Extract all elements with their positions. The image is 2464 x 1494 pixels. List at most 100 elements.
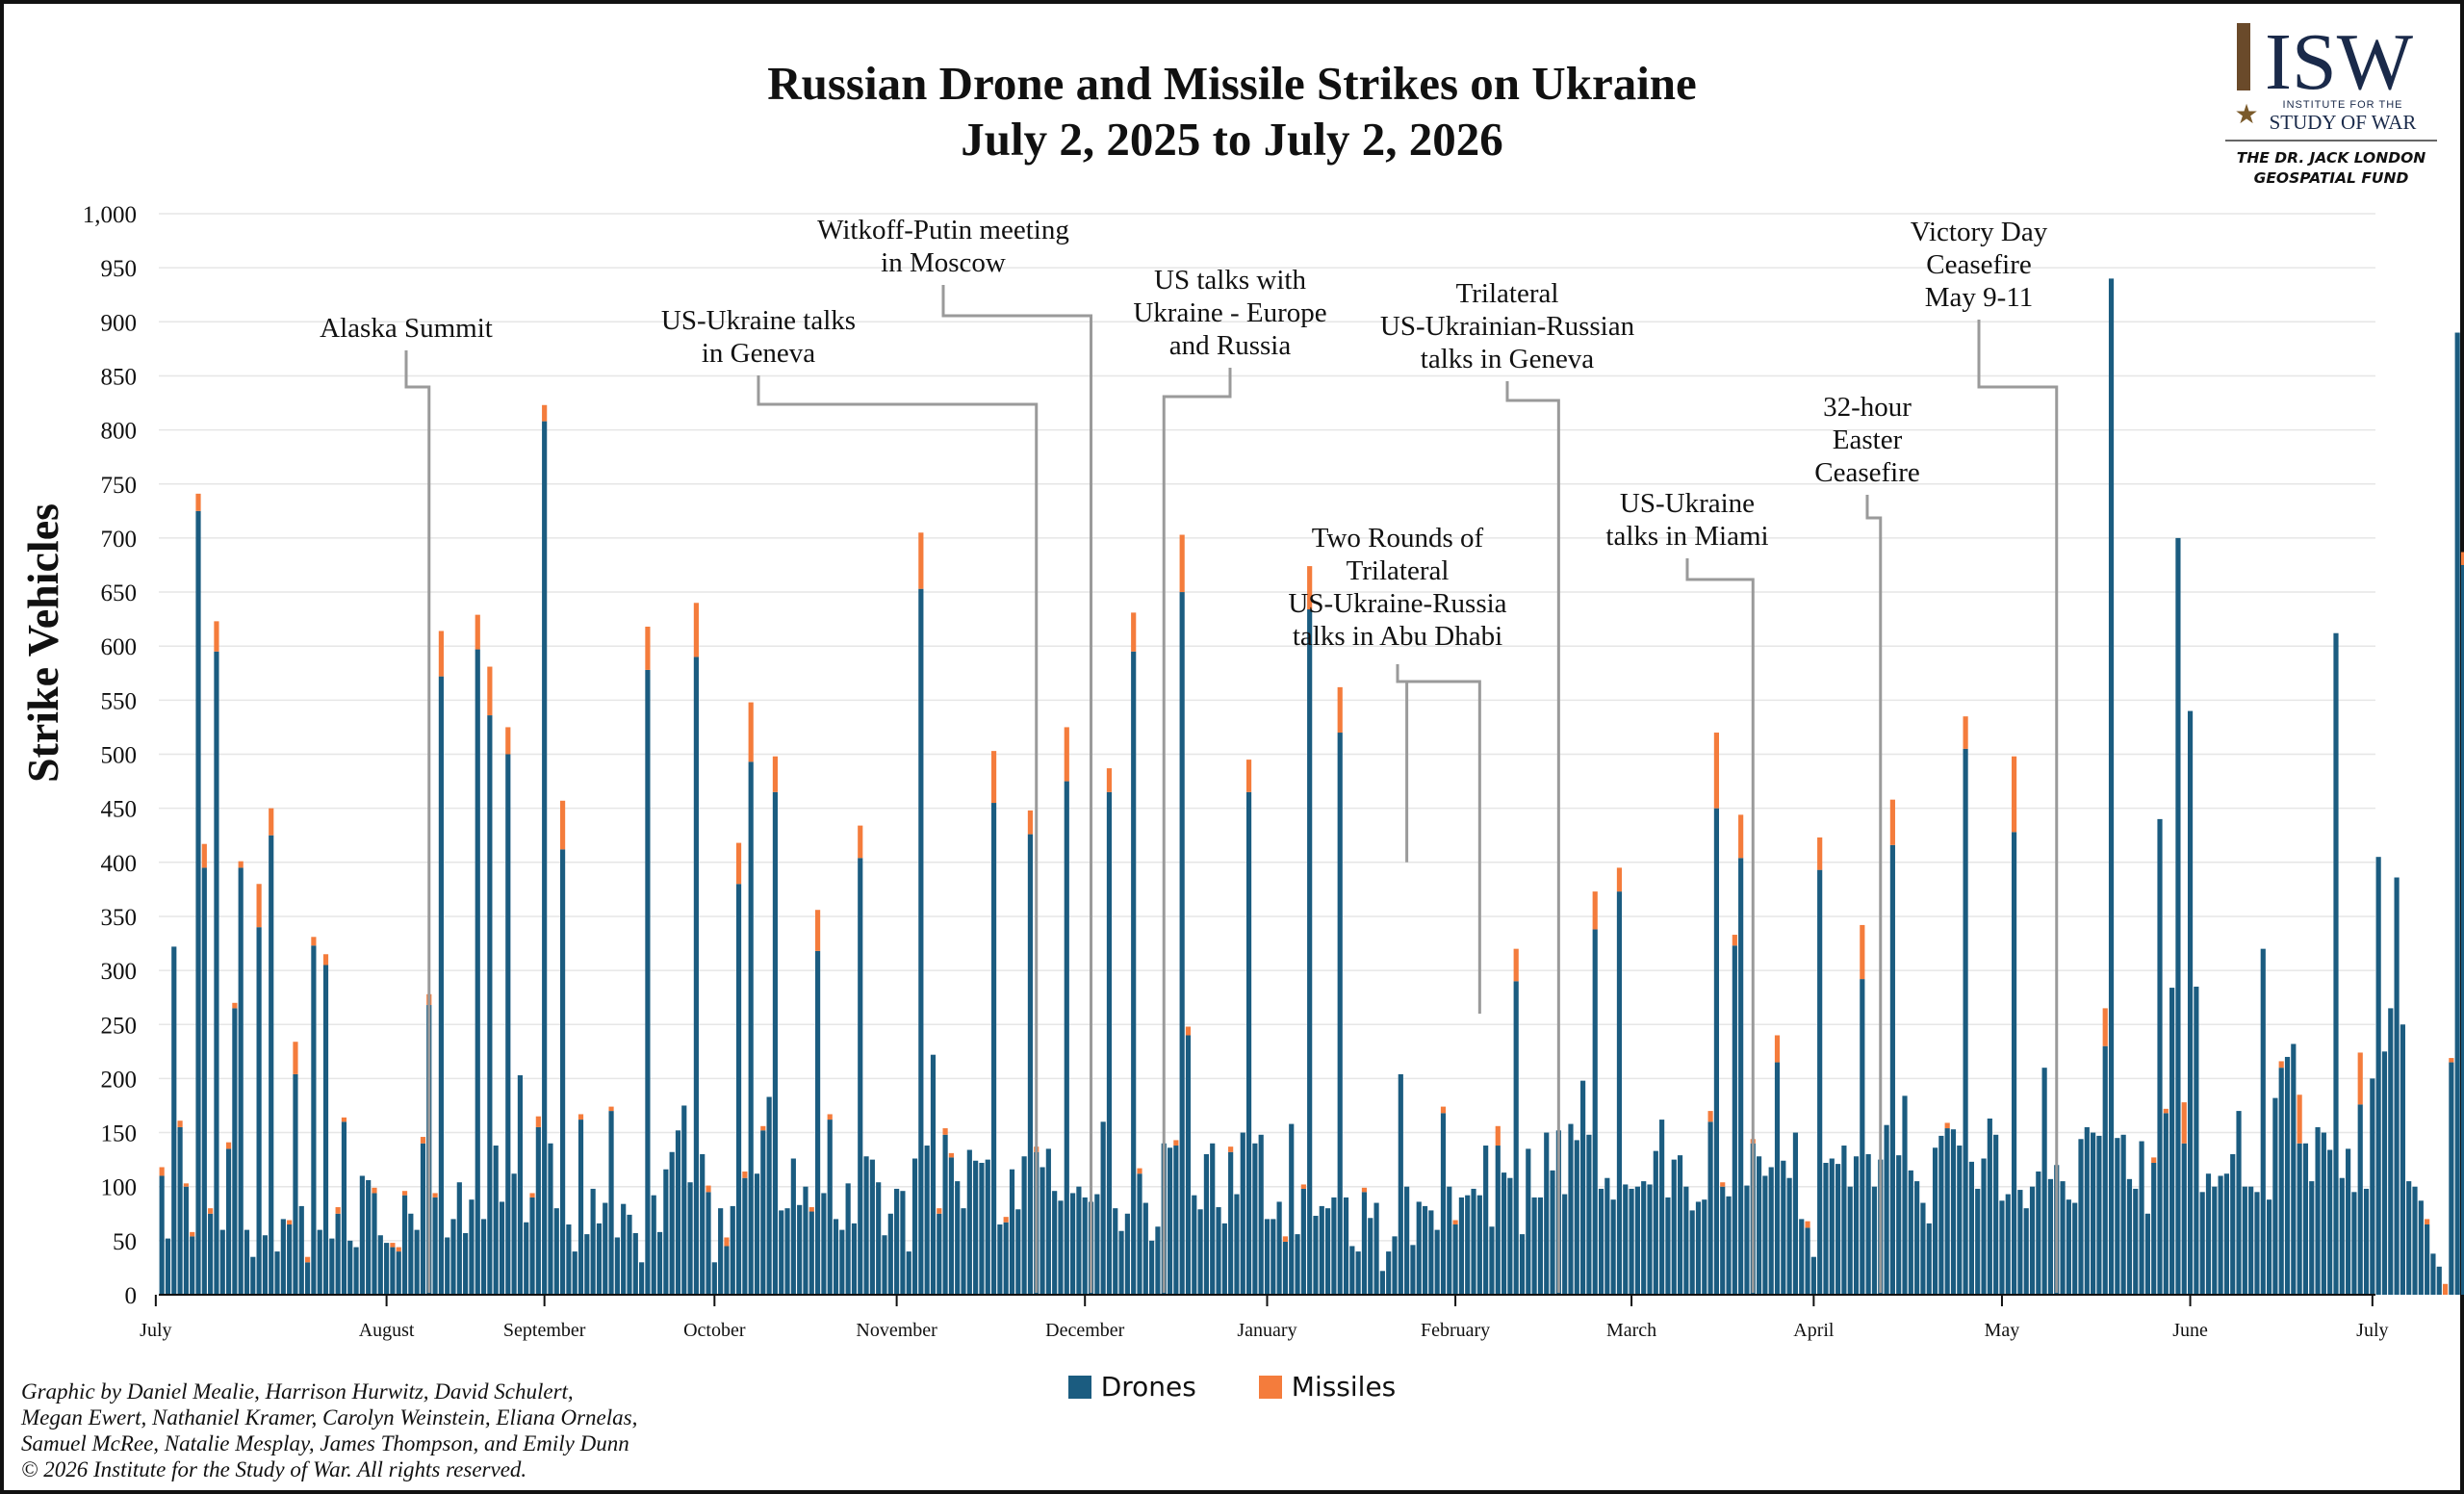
bar-drones — [542, 421, 548, 1296]
bar-drones — [900, 1191, 906, 1295]
bar-drones — [1847, 1186, 1853, 1295]
bar-drones — [1598, 1188, 1604, 1295]
bar-missiles — [1944, 1122, 1950, 1129]
bar-drones — [2254, 1192, 2260, 1295]
bar-drones — [269, 835, 274, 1295]
y-tick-label: 450 — [101, 797, 138, 823]
annotation-leader — [941, 285, 1093, 1293]
bar-drones — [1871, 1186, 1878, 1295]
bar-drones — [1805, 1227, 1810, 1295]
bar-drones — [1386, 1251, 1392, 1295]
bar-drones — [1823, 1162, 1829, 1295]
bar-drones — [760, 1130, 766, 1295]
title-line-1: Russian Drone and Missile Strikes on Ukr… — [767, 57, 1697, 110]
bar-drones — [390, 1247, 396, 1295]
logo-mark: ISW — [2265, 17, 2414, 107]
bar-drones — [1707, 1121, 1713, 1295]
x-tick-label: April — [1793, 1320, 1835, 1341]
bar-drones — [493, 1146, 499, 1295]
bar-drones — [1142, 1202, 1148, 1295]
bar-drones — [2230, 1154, 2236, 1295]
bar-drones — [432, 1197, 438, 1295]
bar-missiles — [322, 954, 329, 966]
x-tick-label: July — [2356, 1320, 2388, 1341]
bar-drones — [1562, 1194, 1568, 1295]
bar-drones — [1392, 1236, 1398, 1295]
bar-drones — [1762, 1175, 1768, 1295]
bar-drones — [244, 1229, 250, 1295]
bar-missiles — [1185, 1026, 1192, 1036]
bar-drones — [2375, 857, 2381, 1295]
bar-drones — [572, 1251, 578, 1295]
bar-drones — [1337, 733, 1343, 1295]
bar-drones — [1252, 1143, 1258, 1295]
bar-missiles — [1732, 935, 1737, 946]
bar-drones — [1781, 1160, 1786, 1295]
bar-drones — [341, 1121, 347, 1295]
x-tick-label: January — [1237, 1320, 1296, 1341]
bar-drones — [2199, 1192, 2205, 1295]
bar-drones — [990, 803, 997, 1295]
bar-drones — [171, 946, 177, 1295]
bar-drones — [1295, 1234, 1300, 1295]
bar-drones — [797, 1204, 803, 1295]
bar-drones — [675, 1130, 681, 1295]
bar-drones — [1683, 1186, 1689, 1295]
bar-drones — [401, 1195, 408, 1295]
bar-drones — [475, 649, 480, 1295]
bar-drones — [322, 965, 329, 1295]
bar-missiles — [2102, 1008, 2108, 1046]
bar-drones — [1185, 1035, 1192, 1295]
bar-drones — [456, 1182, 462, 1295]
bar-drones — [961, 1208, 966, 1295]
bar-drones — [2291, 1043, 2297, 1295]
bar-drones — [517, 1075, 524, 1295]
bar-missiles — [1860, 924, 1865, 980]
bar-missiles — [772, 756, 779, 792]
bar-drones — [287, 1224, 293, 1295]
annotation-text: Alaska Summit — [320, 313, 493, 344]
bar-missiles — [645, 626, 651, 670]
bar-missiles — [372, 1187, 377, 1194]
annotation-leader — [1505, 381, 1560, 1293]
bar-drones — [2072, 1202, 2078, 1295]
bar-drones — [463, 1232, 469, 1295]
bar-drones — [1713, 808, 1719, 1295]
bar-drones — [1027, 834, 1034, 1295]
bar-drones — [1270, 1219, 1276, 1295]
x-tick-label: November — [856, 1320, 937, 1341]
bar-drones — [1999, 1200, 2005, 1295]
bar-drones — [1841, 1146, 1847, 1295]
bar-drones — [1300, 1188, 1306, 1295]
bar-drones — [372, 1193, 377, 1295]
y-axis-ticks: 0 50 100 150 200 250 300 350 400 450 500 550 600 650 7… — [83, 202, 137, 1309]
bar-missiles — [535, 1116, 541, 1127]
bar-drones — [2115, 1138, 2120, 1295]
bar-missiles — [742, 1171, 748, 1178]
bar-drones — [1981, 1158, 1987, 1295]
bar-drones — [1623, 1184, 1629, 1295]
bar-drones — [2260, 948, 2266, 1295]
bar-drones — [359, 1175, 365, 1295]
bar-drones — [1568, 1123, 1574, 1295]
bar-drones — [2333, 632, 2339, 1295]
bar-missiles — [238, 861, 244, 868]
bar-drones — [2102, 1045, 2108, 1295]
bar-drones — [1398, 1073, 1403, 1295]
y-tick-label: 150 — [101, 1121, 138, 1147]
bar-drones — [2236, 1111, 2242, 1295]
bar-drones — [384, 1243, 390, 1295]
bar-drones — [1447, 1186, 1452, 1295]
y-tick-label: 250 — [101, 1013, 138, 1039]
bar-drones — [329, 1238, 335, 1295]
x-tick-label: May — [1985, 1320, 2020, 1341]
bar-drones — [1695, 1201, 1702, 1295]
bar-drones — [1434, 1229, 1440, 1295]
y-tick-label: 200 — [101, 1067, 138, 1093]
bar-drones — [1756, 1156, 1762, 1295]
bar-missiles — [706, 1185, 711, 1193]
bar-drones — [2370, 1078, 2375, 1295]
bar-drones — [1671, 1159, 1677, 1295]
